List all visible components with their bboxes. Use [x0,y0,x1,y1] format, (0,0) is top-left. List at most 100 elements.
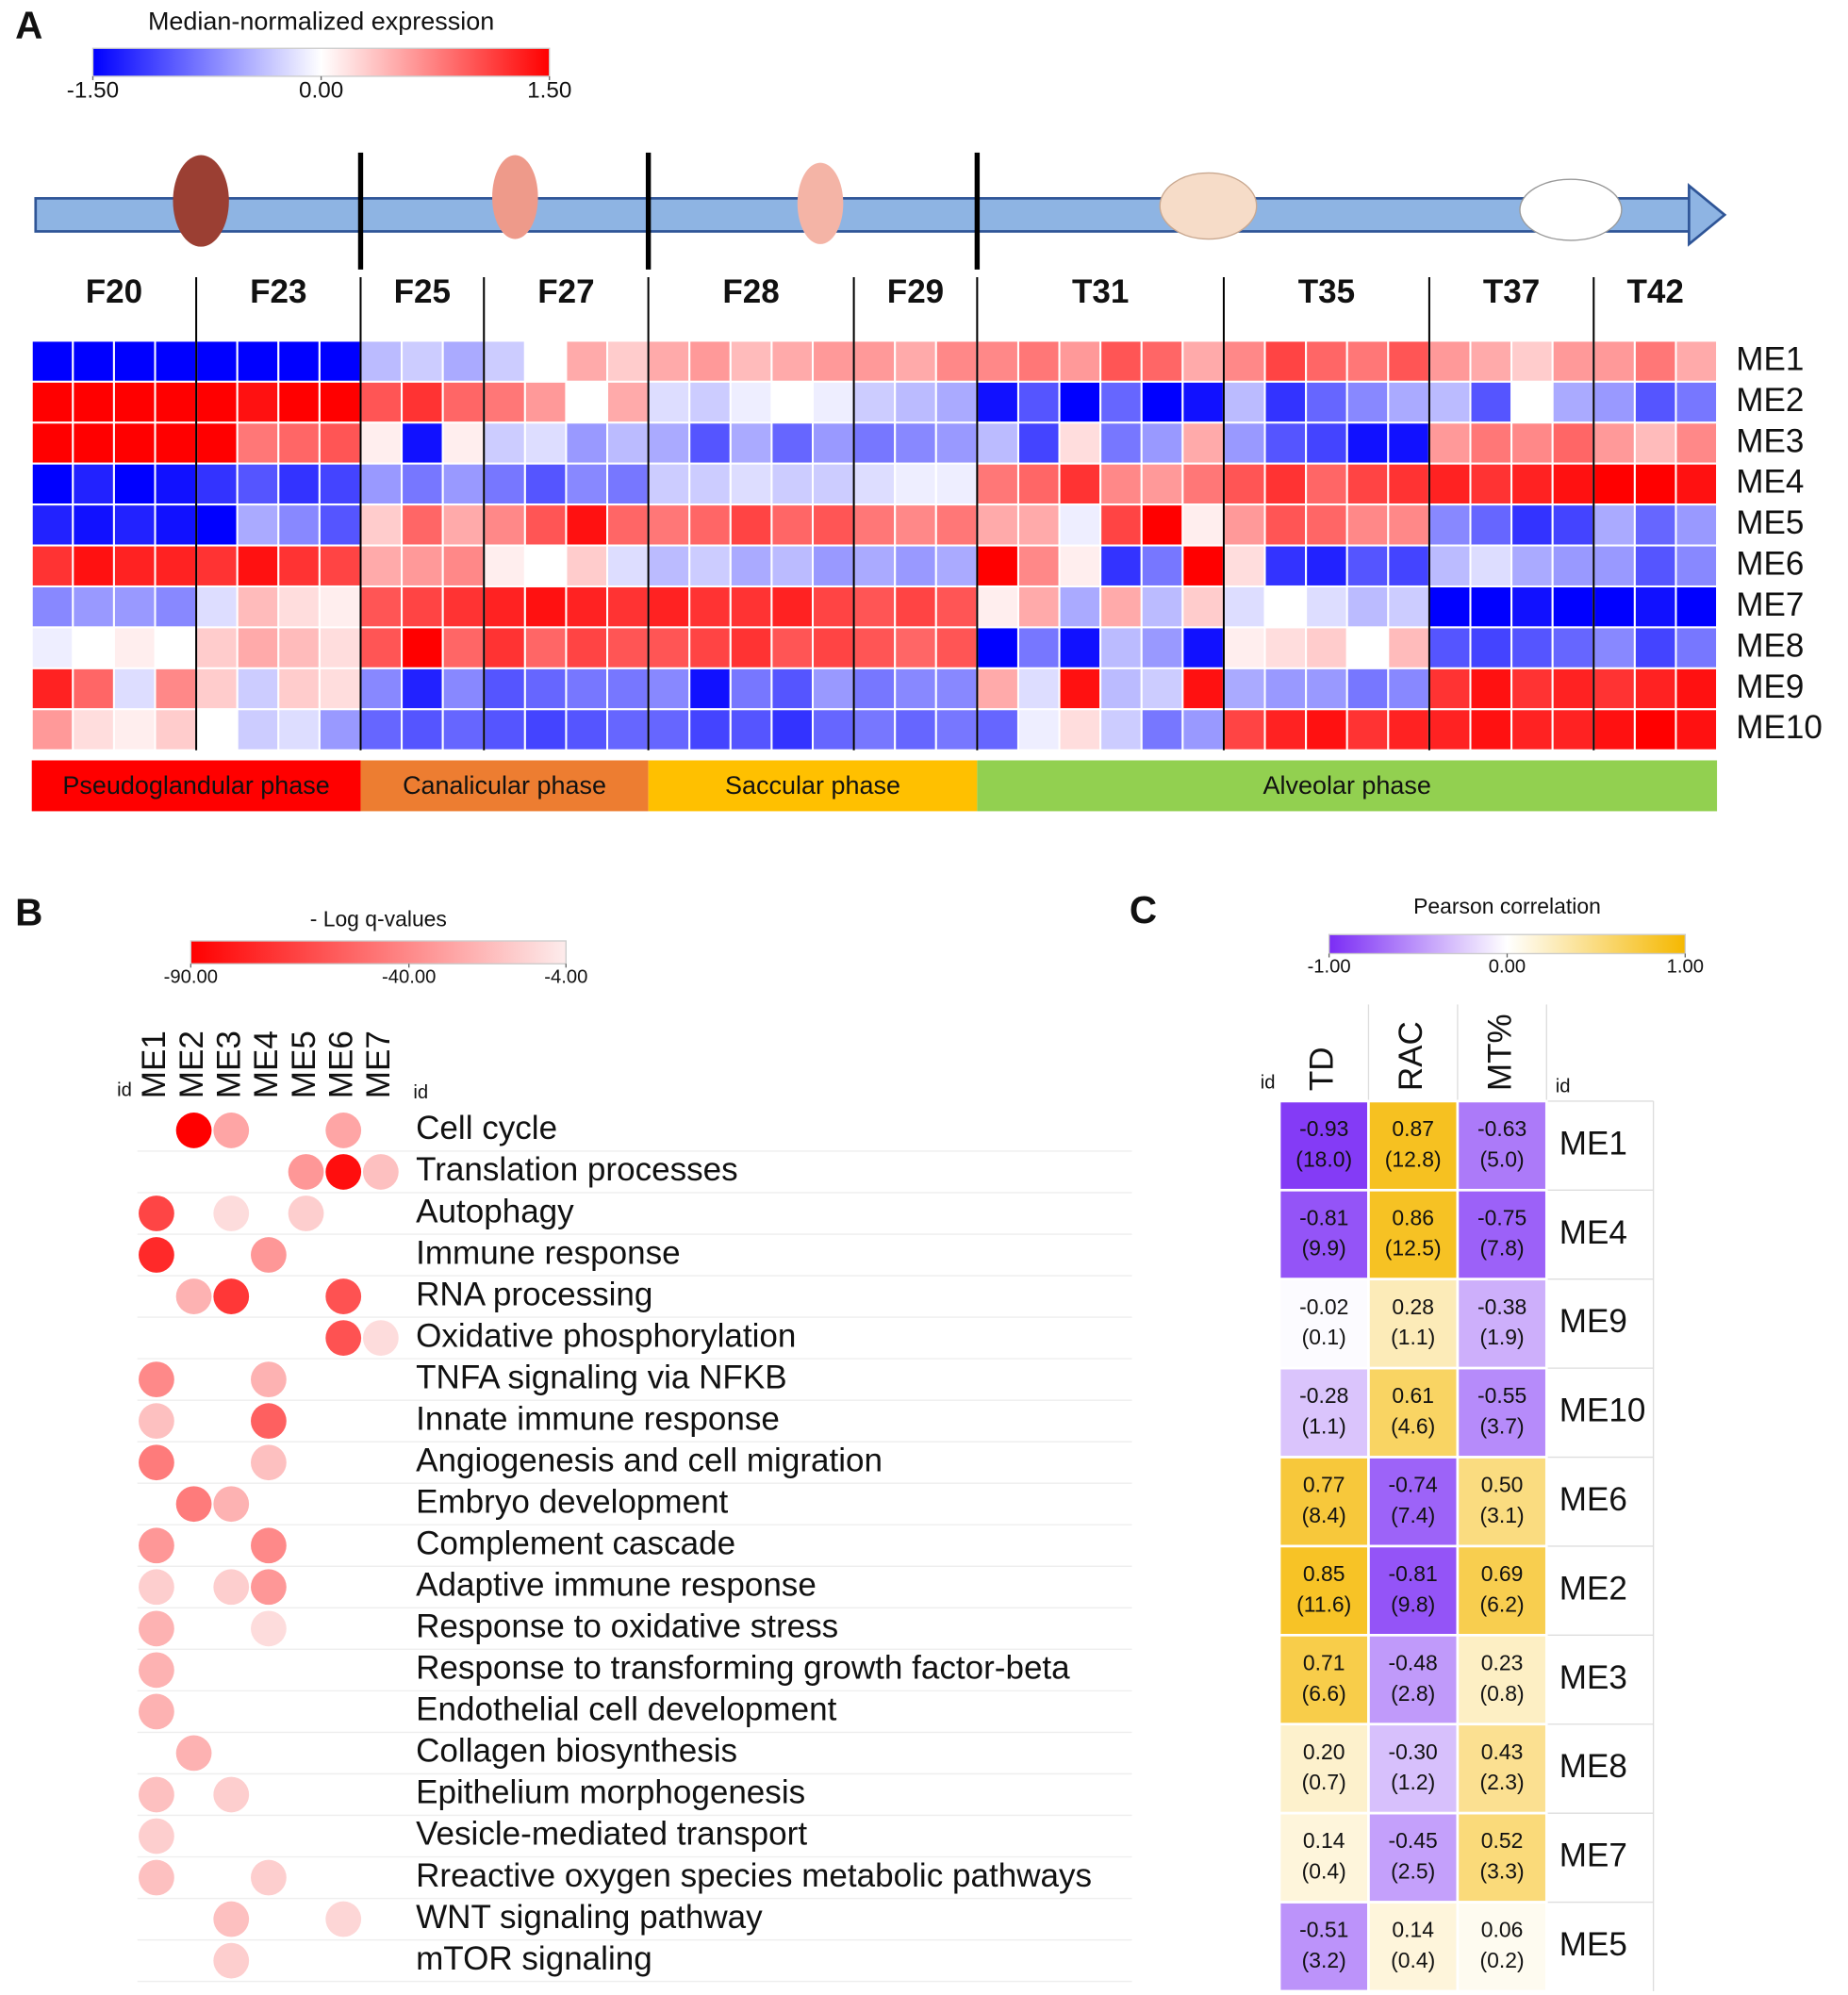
cell-significance: (3.3) [1480,1859,1525,1884]
heatmap-cell [1427,503,1472,547]
heatmap-cell [811,708,855,751]
heatmap-cell [1469,421,1513,465]
heatmap-cell [1633,339,1677,383]
heatmap-cell [1181,503,1225,547]
heatmap-cell [1345,585,1390,629]
heatmap-cell [112,339,157,383]
heatmap-cell [1510,503,1554,547]
heatmap-cell [1675,585,1719,629]
heatmap-cell [852,462,897,506]
heatmap-cell [770,462,815,506]
heatmap-cell [1305,380,1348,424]
heatmap-cell [688,421,732,465]
heatmap-cell [647,380,691,424]
heatmap-cell [1387,380,1430,424]
heatmap-cell [1367,1544,1460,1637]
heatmap-cell [1058,667,1102,711]
heatmap-cell [72,626,115,669]
heatmap-cell [647,339,691,383]
heatmap-cell [1140,421,1184,465]
heatmap-cell [894,380,937,424]
heatmap-cell [1222,585,1266,629]
heatmap-cell [1367,1633,1460,1726]
heatmap-cell [401,380,444,424]
heatmap-cell [154,626,198,669]
heatmap-cell [1427,421,1472,465]
cell-value: -0.38 [1477,1294,1526,1319]
heatmap-cell [1058,380,1102,424]
heatmap-cell [72,708,115,751]
heatmap-cell [1278,1188,1370,1281]
panel-label: A [15,3,42,46]
heatmap-cell [606,339,650,383]
heatmap-cell [72,503,115,547]
heatmap-cell [729,626,773,669]
heatmap-cell [72,339,115,383]
heatmap-cell [523,339,568,383]
cell-significance: (8.4) [1302,1503,1346,1527]
phase-label: Pseudoglandular phase [62,771,329,800]
heatmap-cell [1016,585,1061,629]
heatmap-cell [1222,421,1266,465]
cell-value: -0.02 [1299,1294,1348,1319]
cell-value: 0.71 [1303,1650,1345,1674]
row-label: ME5 [1736,504,1804,541]
heatmap-cell [318,544,362,587]
heatmap-cell [1058,626,1102,669]
heatmap-cell [1345,380,1390,424]
heatmap-cell [1222,462,1266,506]
timeline-head [1688,183,1727,247]
heatmap-cell [770,667,815,711]
heatmap-cell [565,626,609,669]
heatmap-cell [1278,1633,1370,1726]
heatmap-cell [30,667,74,711]
dot [213,1569,250,1606]
heatmap-cell [1278,1278,1370,1370]
heatmap-cell [1551,667,1595,711]
heatmap-cell [523,667,568,711]
row-label: ME5 [1559,1926,1627,1963]
heatmap-cell [1263,626,1308,669]
cell-value: -0.28 [1299,1383,1348,1408]
cell-value: 0.87 [1392,1116,1434,1141]
cell-significance: (5.0) [1480,1146,1525,1171]
dot [251,1444,287,1481]
dot [139,1610,174,1647]
heatmap-cell [359,380,404,424]
heatmap-cell [1510,462,1554,506]
heatmap-cell [1510,667,1554,711]
colorbar-tick-label: -1.00 [1308,957,1351,978]
heatmap-cell [770,380,815,424]
cell-significance: (12.8) [1385,1146,1442,1171]
heatmap-cell [154,585,198,629]
id-label: id [413,1082,428,1103]
heatmap-cell [1016,421,1061,465]
heatmap-cell [1551,380,1595,424]
heatmap-cell [1222,544,1266,587]
heatmap-cell [647,421,691,465]
heatmap-cell [1387,462,1430,506]
heatmap-cell [770,421,815,465]
heatmap-cell [934,626,979,669]
heatmap-cell [1367,1723,1460,1815]
heatmap-cell [1387,339,1430,383]
heatmap-cell [112,708,157,751]
column-label: ME7 [360,1030,397,1098]
cell-significance: (1.2) [1391,1770,1435,1794]
heatmap-cell [1278,1723,1370,1815]
heatmap-cell [565,667,609,711]
heatmap-cell [1510,421,1554,465]
heatmap-cell [1181,462,1225,506]
heatmap-cell [112,626,157,669]
dot [213,1776,250,1813]
heatmap-cell [1592,544,1636,587]
heatmap-cell [401,421,444,465]
heatmap-cell [934,708,979,751]
heatmap-cell [236,503,280,547]
heatmap-cell [729,667,773,711]
group-label: T42 [1626,273,1683,310]
dot [139,1693,174,1730]
colorbar-tick-label: -1.50 [67,78,119,104]
heatmap-cell [770,339,815,383]
colorbar-tick-label: -40.00 [382,966,436,987]
